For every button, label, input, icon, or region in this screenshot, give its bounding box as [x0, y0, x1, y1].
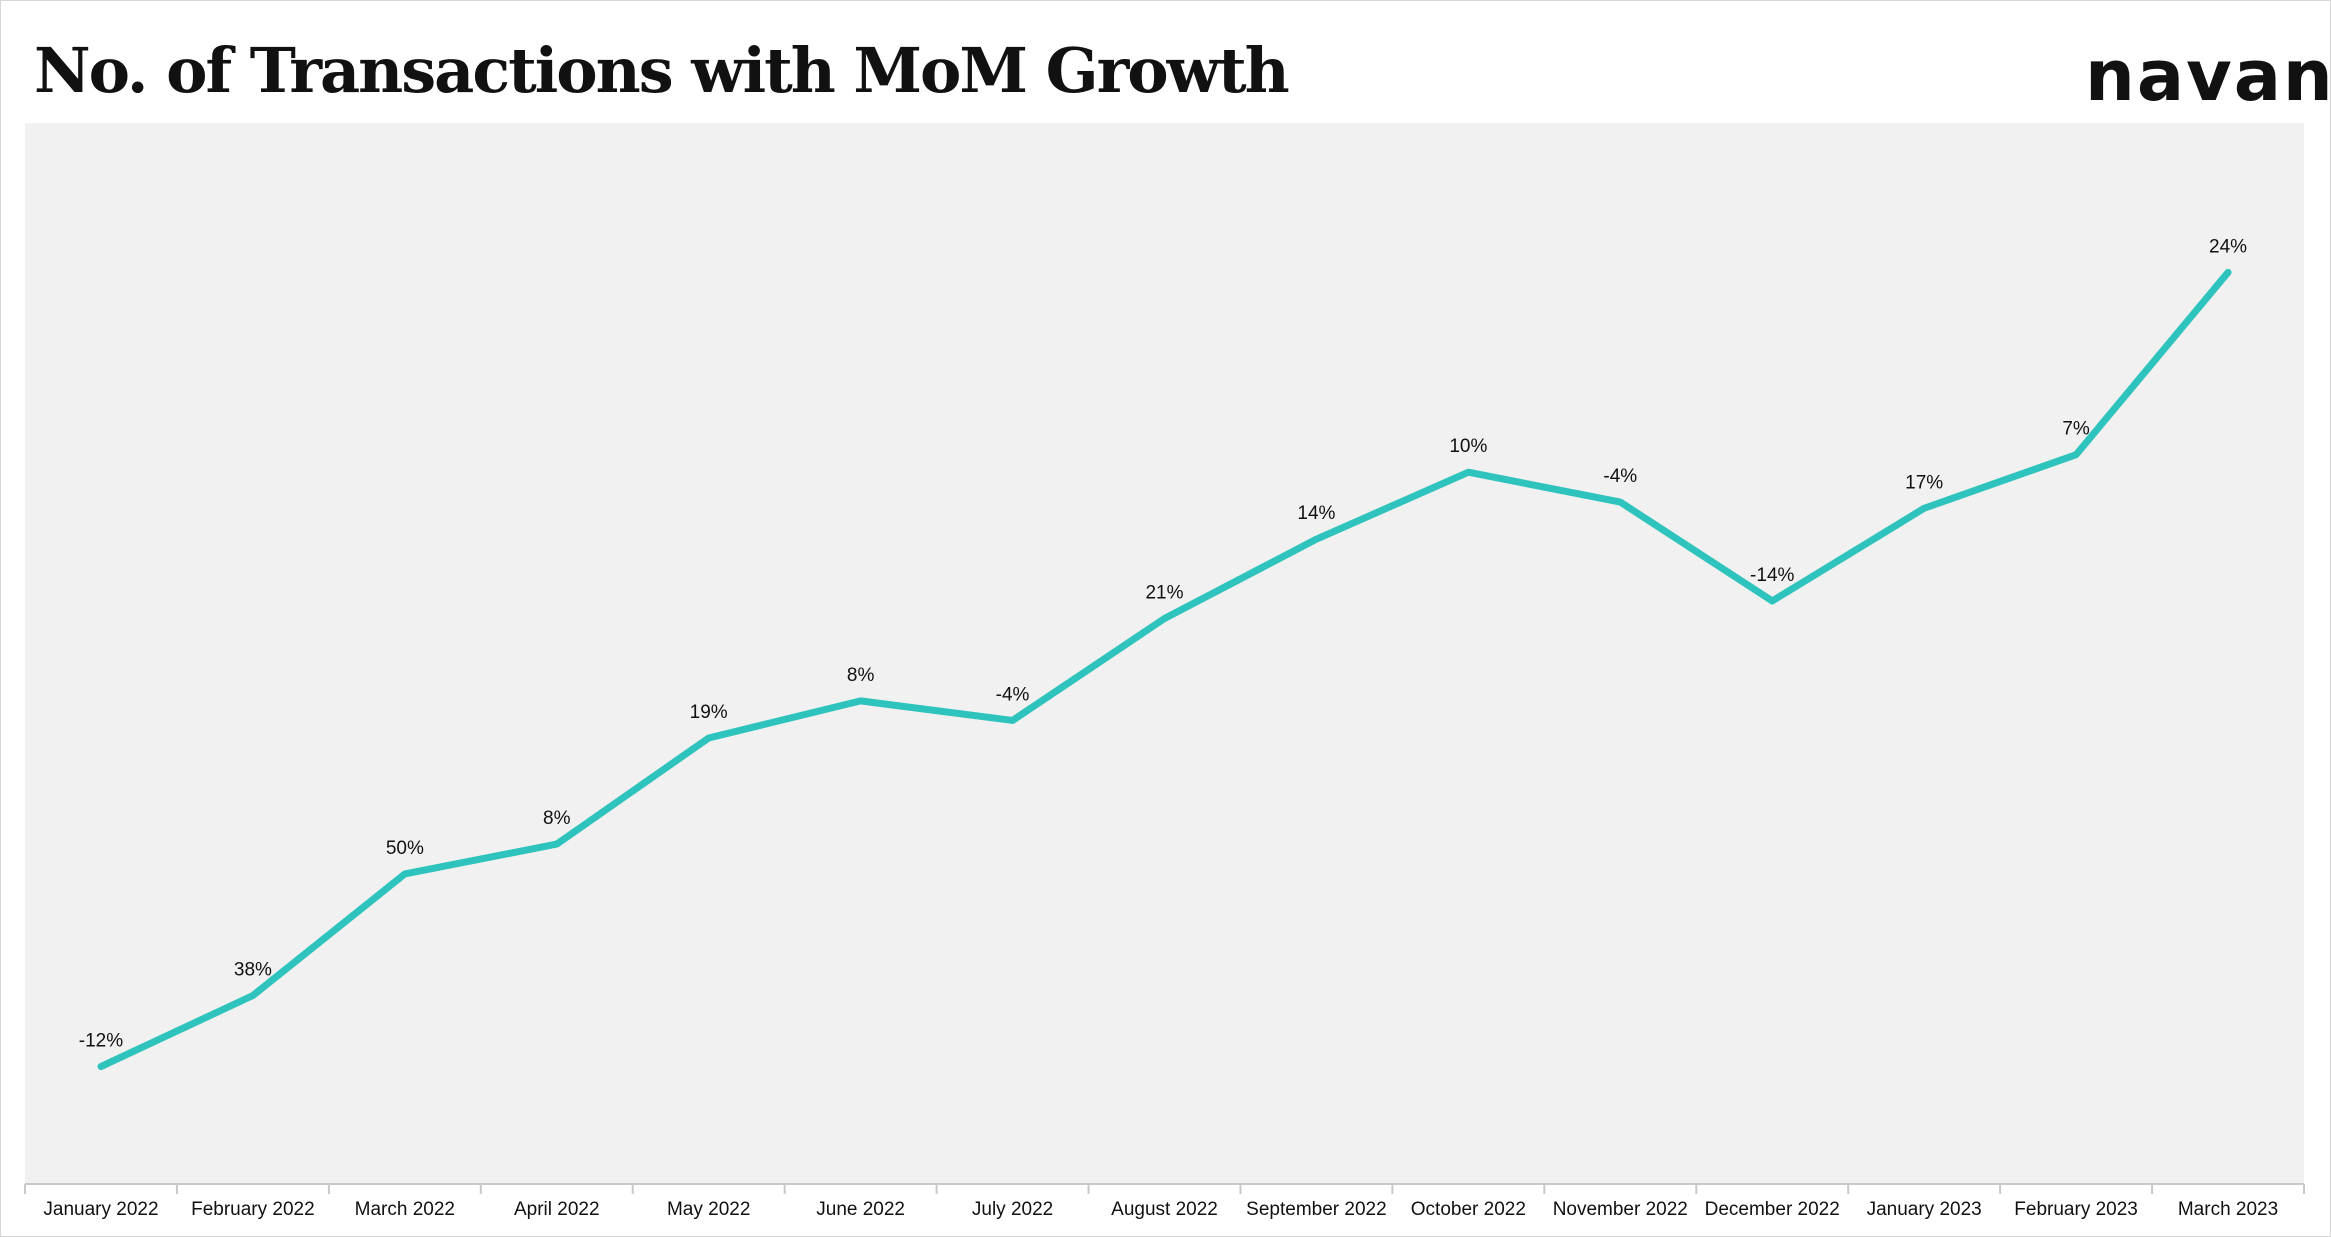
data-label: 14% — [1297, 503, 1335, 524]
data-label: 24% — [2209, 236, 2247, 257]
x-tick-label: October 2022 — [1411, 1199, 1526, 1220]
data-label: 50% — [386, 838, 424, 859]
data-label: -4% — [1603, 466, 1637, 487]
data-label: -4% — [996, 684, 1030, 705]
page-title: No. of Transactions with MoM Growth — [34, 34, 1290, 107]
x-tick-label: February 2022 — [191, 1199, 315, 1220]
data-label: -14% — [1750, 565, 1794, 586]
data-label: 17% — [1905, 472, 1943, 493]
x-tick-label: June 2022 — [816, 1199, 905, 1220]
x-tick-label: March 2022 — [355, 1199, 455, 1220]
x-tick-label: May 2022 — [667, 1199, 750, 1220]
x-tick-label: September 2022 — [1246, 1199, 1387, 1220]
data-label: 7% — [2062, 419, 2090, 440]
x-tick-label: January 2023 — [1867, 1199, 1982, 1220]
x-axis-ticks — [24, 1184, 2305, 1194]
data-label: 8% — [847, 665, 875, 686]
x-tick-label: July 2022 — [972, 1199, 1053, 1220]
data-label: 21% — [1145, 582, 1183, 603]
x-tick-label: February 2023 — [2014, 1199, 2138, 1220]
data-label: 8% — [543, 808, 571, 829]
navan-logo: navan — [2085, 35, 2331, 117]
x-tick-label: August 2022 — [1111, 1199, 1218, 1220]
data-label: -12% — [79, 1031, 123, 1052]
x-tick-label: April 2022 — [514, 1199, 600, 1220]
x-tick-label: November 2022 — [1553, 1199, 1688, 1220]
x-tick-label: January 2022 — [43, 1199, 158, 1220]
data-label: 19% — [690, 702, 728, 723]
data-label: 10% — [1449, 436, 1487, 457]
data-labels: -12% 38% 50% 8% 19% 8% -4% 21% 14% 10% -4% -14% 17% 7… — [79, 236, 2247, 1051]
series-line — [97, 268, 2232, 1071]
data-label: 38% — [234, 959, 272, 980]
x-tick-label: March 2023 — [2178, 1199, 2278, 1220]
plot-area — [25, 123, 2304, 1183]
x-tick-label: December 2022 — [1705, 1199, 1840, 1220]
x-axis-tick-labels: January 2022 February 2022 March 2022 April… — [43, 1199, 2278, 1220]
